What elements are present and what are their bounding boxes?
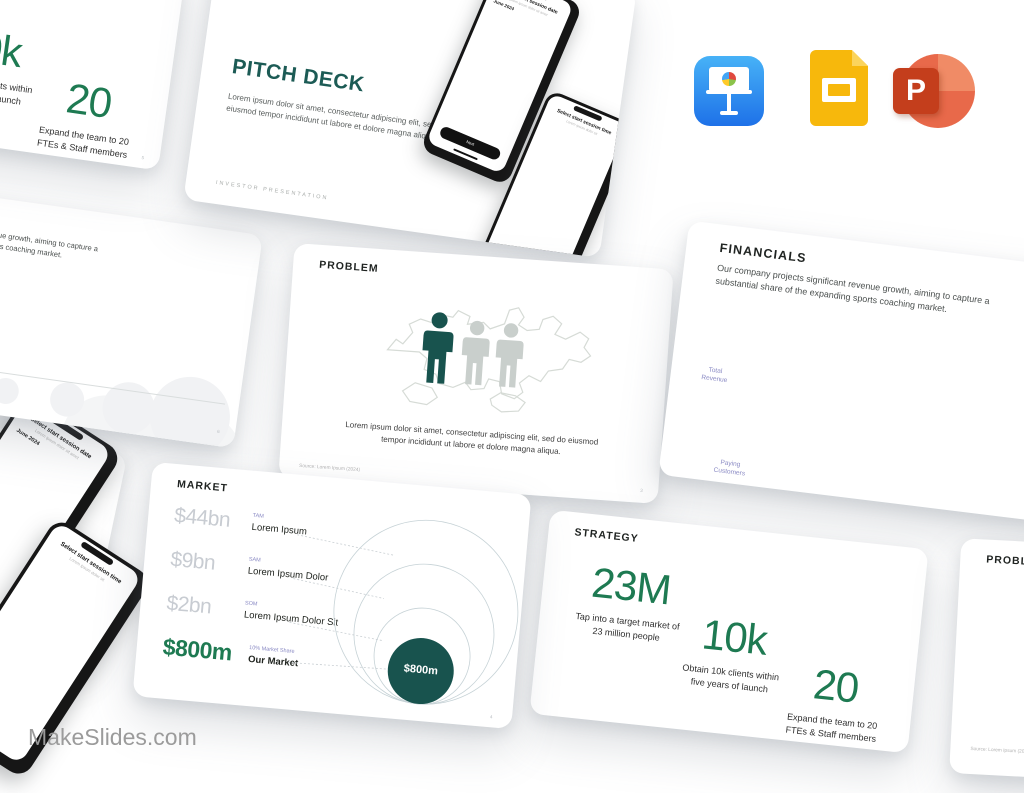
strategy-stat: 23M Tap into a target market of 23 millio… [573, 557, 685, 647]
som-value: $2bn [165, 591, 213, 619]
cover-title: PITCH DECK [230, 55, 366, 97]
slide-market: MARKET $44bn TAM Lorem Ipsum $9bn SAM Lo… [132, 461, 532, 730]
person-icon [461, 320, 490, 386]
stat-value: 20 [63, 74, 115, 128]
stat-caption: Expand the team to 20 FTEs & Staff member… [36, 124, 130, 161]
slide-title: FINANCIALS [718, 241, 808, 266]
slide-problem-right: PROBLEM Source: Lorem Ipsum (2024) [949, 538, 1024, 793]
page-number: 6 [216, 428, 221, 435]
keynote-icon[interactable] [694, 56, 764, 126]
tam-label: TAM [252, 512, 265, 520]
category-circle [144, 371, 236, 449]
google-slides-frame [822, 78, 856, 102]
page-number: 4 [489, 714, 493, 720]
tam-value: $44bn [173, 504, 232, 532]
slide-title: MARKET [176, 478, 229, 495]
strategy-stat: 20 Expand the team to 20 FTEs & Staff mem… [36, 71, 137, 162]
slide-strategy-bottom: STRATEGY 23M Tap into a target market of… [529, 509, 929, 754]
sam-value: $9bn [169, 547, 217, 575]
x-axis-label: Paying Customers [713, 459, 746, 478]
slide-title: STRATEGY [573, 526, 640, 546]
page-number: 5 [141, 155, 145, 161]
time-picker-subheader: Lorem ipsum dolor sit [565, 119, 598, 137]
keynote-easel-stem [727, 92, 731, 111]
stat-caption: Tap into a target market of 23 million pe… [574, 610, 681, 643]
hong-kong-map-outline [386, 307, 592, 413]
page-number: 3 [640, 487, 643, 493]
y-axis-label: Total Revenue [700, 366, 728, 385]
slide-cover: PITCH DECK Lorem ipsum dolor sit amet, c… [183, 0, 637, 258]
stat-value: 20 [811, 660, 861, 712]
google-slides-icon[interactable] [810, 50, 868, 126]
slide-problem-center: PROBLEM Lorem ipsum dolor sit amet, cons… [278, 243, 674, 504]
stat-caption: Expand the team to 20 FTEs & Staff member… [785, 711, 878, 744]
tam-sam-som-circles [287, 519, 519, 705]
sam-label: SAM [248, 556, 261, 564]
category-circle [0, 376, 21, 406]
keynote-easel-base [720, 111, 738, 115]
stat-value: 10k [699, 610, 770, 664]
slide-title: PROBLEM [318, 258, 379, 275]
revenue-bar-chart [0, 177, 263, 449]
slide-strategy-topleft: STRATEGY 23M Tap into a target market of… [0, 0, 187, 171]
cover-body-text: Lorem ipsum dolor sit amet, consectetur … [225, 91, 448, 142]
stat-value: 10k [0, 20, 25, 77]
person-icon-highlighted [422, 312, 454, 384]
google-slides-folded-corner [852, 50, 868, 66]
source-note: Source: Lorem Ipsum (2024) [298, 463, 361, 474]
person-icon [495, 323, 524, 388]
keynote-easel-board [709, 67, 749, 92]
slide-financials-right: FINANCIALS Our company projects signific… [658, 220, 1024, 536]
slide-body-text: Our company projects significant revenue… [715, 262, 991, 315]
keynote-pie-chart [722, 72, 736, 86]
strategy-stat: 20 Expand the team to 20 FTEs & Staff mem… [785, 658, 884, 746]
stat-value: 23M [589, 558, 673, 614]
time-picker-header: Select start session time [58, 540, 123, 586]
powerpoint-icon[interactable]: P [893, 52, 975, 130]
powerpoint-letter-badge: P [893, 68, 939, 114]
slide-title: PROBLEM [986, 553, 1024, 569]
makeslides-watermark: MakeSlides.com [28, 724, 197, 750]
slide-financials-left: FINANCIALS Our company projects signific… [0, 176, 263, 449]
cover-footer: INVESTOR PRESENTATION [215, 179, 329, 202]
som-label: SOM [244, 600, 258, 608]
source-note: Source: Lorem Ipsum (2024) [970, 746, 1024, 756]
our-market-value: $800m [161, 633, 233, 666]
